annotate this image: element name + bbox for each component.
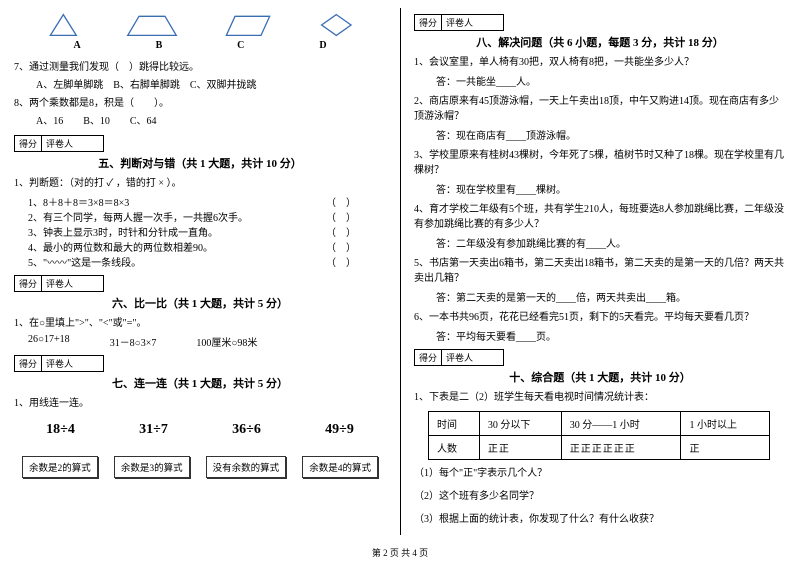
paren: （ ） [326, 239, 356, 254]
shape-row [14, 8, 386, 40]
score-box-5: 得分 评卷人 [14, 135, 104, 152]
tally-3: 正 [681, 436, 770, 460]
a8-5: 答：第二天卖的是第一天的____倍，两天共卖出____箱。 [414, 289, 786, 304]
sec6-intro: 1、在○里填上">"、"<"或"="。 [14, 316, 386, 331]
sub1: （1）每个"正"字表示几个人？ [414, 466, 786, 481]
q8-4: 4、育才学校二年级有5个班，共有学生210人，每班要选8人参加跳绳比赛，二年级没… [414, 202, 786, 232]
score-label: 得分 [15, 276, 42, 291]
paren: （ ） [326, 209, 356, 224]
score-box-7: 得分 评卷人 [14, 355, 104, 372]
score-box-6: 得分 评卷人 [14, 275, 104, 292]
score-label: 得分 [415, 350, 442, 365]
sec8-title: 八、解决问题（共 6 小题，每题 3 分，共计 18 分） [414, 34, 786, 50]
a8-1: 答：一共能坐____人。 [414, 73, 786, 88]
th-time: 时间 [429, 412, 480, 436]
m3: 36÷6 [232, 422, 261, 438]
sub2: （2）这个班有多少名同学？ [414, 489, 786, 504]
cat4: 余数是4的算式 [302, 456, 378, 478]
sec5-title: 五、判断对与错（共 1 大题，共计 10 分） [14, 155, 386, 171]
q8-1: 1、会议室里，单人椅有30把，双人椅有8把，一共能坐多少人？ [414, 55, 786, 70]
paren: （ ） [326, 224, 356, 239]
sec7-intro: 1、用线连一连。 [14, 396, 386, 411]
cat2: 余数是3的算式 [114, 456, 190, 478]
m4: 49÷9 [325, 422, 354, 438]
label-d: D [319, 40, 326, 51]
triangle-shape [46, 12, 81, 38]
m2: 31÷7 [139, 422, 168, 438]
a8-6: 答：平均每天要看____页。 [414, 328, 786, 343]
th-3: 1 小时以上 [681, 412, 770, 436]
page-footer: 第 2 页 共 4 页 [0, 546, 800, 559]
label-b: B [156, 40, 163, 51]
tally-1: 正正 [479, 436, 561, 460]
left-column: A B C D 7、通过测量我们发现（ ）跳得比较远。 A、左脚单脚跳 B、右脚… [0, 0, 400, 565]
a8-2: 答：现在商店有____顶游泳帽。 [414, 127, 786, 142]
score-label: 得分 [15, 356, 42, 371]
label-c: C [237, 40, 244, 51]
q7-opts: A、左脚单脚跳 B、右脚单脚跳 C、双脚并拢跳 [14, 78, 386, 93]
m1: 18÷4 [46, 422, 75, 438]
sec6-title: 六、比一比（共 1 大题，共计 5 分） [14, 295, 386, 311]
cmp1: 26○17+18 [28, 334, 70, 349]
j5: 5、"〰〰"这是一条线段。 [28, 254, 141, 269]
sec10-title: 十、综合题（共 1 大题，共计 10 分） [414, 369, 786, 385]
tally-2: 正正正正正正 [561, 436, 681, 460]
sub3: （3）根据上面的统计表，你发现了什么？有什么收获？ [414, 512, 786, 527]
grader-label: 评卷人 [42, 136, 77, 151]
sec10-intro: 1、下表是二（2）班学生每天看电视时间情况统计表： [414, 390, 786, 405]
grader-label: 评卷人 [42, 356, 77, 371]
grader-label: 评卷人 [42, 276, 77, 291]
diamond-shape [319, 12, 354, 38]
j3: 3、钟表上显示3时，时针和分针成一直角。 [28, 224, 218, 239]
q8-3: 3、学校里原来有桂树43棵树，今年死了5棵，植树节时又种了18棵。现在学校里有几… [414, 148, 786, 178]
shape-labels-row: A B C D [14, 40, 386, 57]
th-1: 30 分以下 [479, 412, 561, 436]
right-column: 得分 评卷人 八、解决问题（共 6 小题，每题 3 分，共计 18 分） 1、会… [400, 0, 800, 565]
cat1: 余数是2的算式 [22, 456, 98, 478]
grader-label: 评卷人 [442, 15, 477, 30]
a8-4: 答：二年级没有参加跳绳比赛的有____人。 [414, 235, 786, 250]
q8-opts: A、16 B、10 C、64 [14, 114, 386, 129]
a8-3: 答：现在学校里有____棵树。 [414, 181, 786, 196]
row-label: 人数 [429, 436, 480, 460]
sec7-title: 七、连一连（共 1 大题，共计 5 分） [14, 375, 386, 391]
q8-text: 8、两个乘数都是8，积是（ ）。 [14, 96, 386, 111]
paren: （ ） [326, 254, 356, 269]
q8-2: 2、商店原来有45顶游泳帽，一天上午卖出18顶，中午又购进14顶。现在商店有多少… [414, 94, 786, 124]
trapezoid-shape [126, 12, 178, 38]
category-row: 余数是2的算式 余数是3的算式 没有余数的算式 余数是4的算式 [14, 452, 386, 482]
score-box-8: 得分 评卷人 [414, 14, 504, 31]
math-row: 18÷4 31÷7 36÷6 49÷9 [14, 414, 386, 452]
grader-label: 评卷人 [442, 350, 477, 365]
q8-6: 6、一本书共96页，花花已经看完51页，剩下的5天看完。平均每天要看几页？ [414, 310, 786, 325]
q7-text: 7、通过测量我们发现（ ）跳得比较远。 [14, 60, 386, 75]
cat3: 没有余数的算式 [206, 456, 287, 478]
stat-table: 时间 30 分以下 30 分——1 小时 1 小时以上 人数 正正 正正正正正正… [428, 411, 770, 460]
cmp2: 31－8○3×7 [110, 334, 157, 349]
th-2: 30 分——1 小时 [561, 412, 681, 436]
label-a: A [73, 40, 80, 51]
sec5-intro: 1、判断题：（对的打 ✓ ，错的打 × ）。 [14, 176, 386, 191]
j2: 2、有三个同学，每两人握一次手，一共握6次手。 [28, 209, 248, 224]
paren: （ ） [326, 194, 356, 209]
q8-5: 5、书店第一天卖出6箱书，第二天卖出18箱书，第二天卖的是第一天的几倍？两天共卖… [414, 256, 786, 286]
j4: 4、最小的两位数和最大的两位数相差90。 [28, 239, 213, 254]
parallelogram-shape [222, 12, 274, 38]
j1: 1、8＋8＋8＝3×8＝8×3 [28, 194, 129, 209]
column-divider [400, 8, 401, 535]
score-box-10: 得分 评卷人 [414, 349, 504, 366]
score-label: 得分 [15, 136, 42, 151]
cmp3: 100厘米○98米 [196, 334, 257, 349]
score-label: 得分 [415, 15, 442, 30]
